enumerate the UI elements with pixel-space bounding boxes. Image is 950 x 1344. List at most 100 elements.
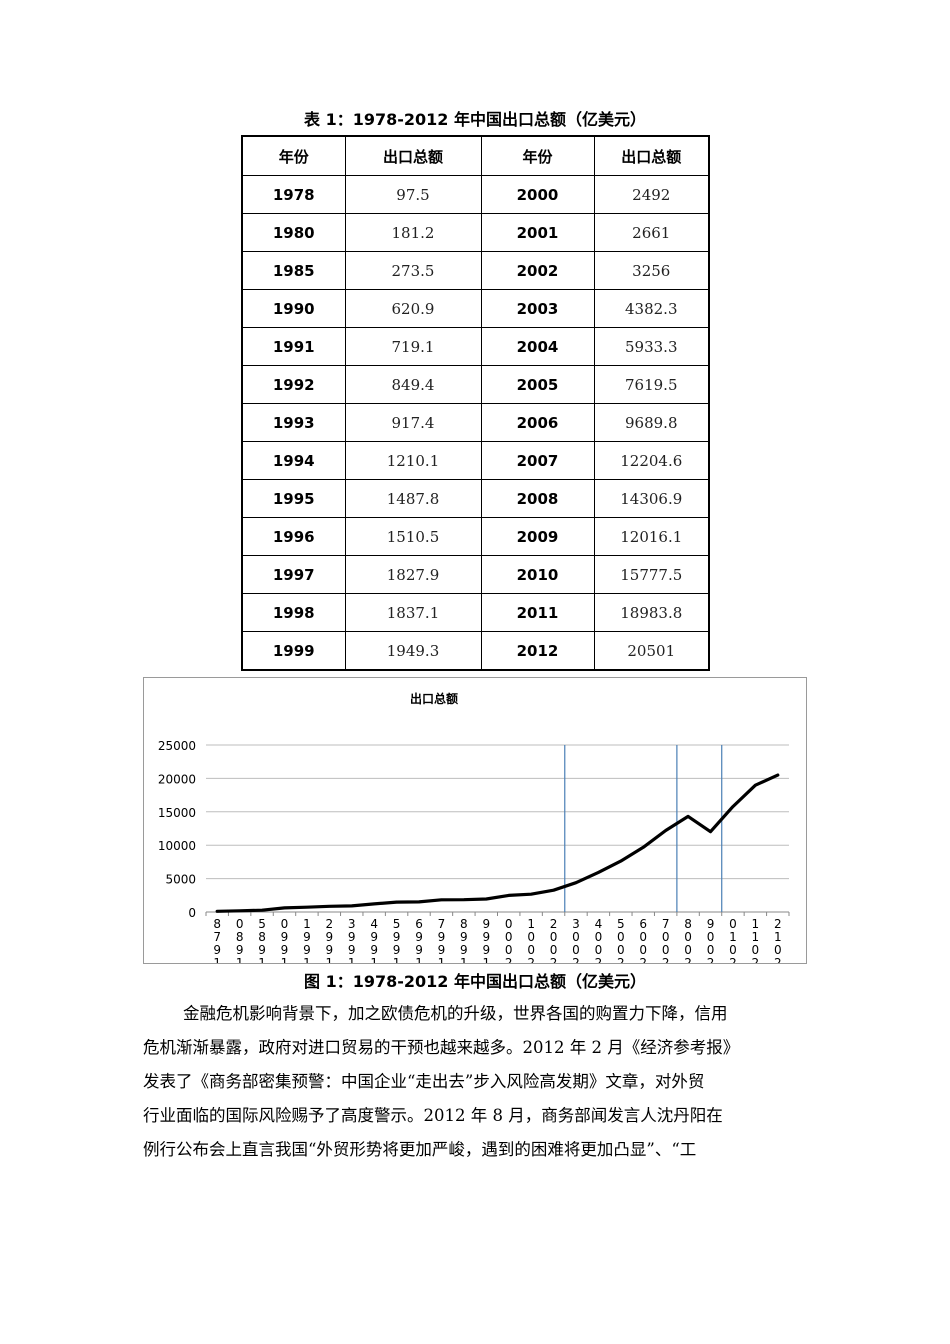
export-value-cell: 1827.9	[344, 555, 482, 594]
export-value-cell: 18983.8	[593, 593, 710, 632]
table-row: 1998 1837.1 2011 18983.8	[241, 593, 710, 632]
y-tick-label: 0	[188, 906, 196, 920]
export-value-cell: 1949.3	[344, 631, 482, 671]
paragraph-line: 例行公布会上直言我国“外贸形势将更加严峻，遇到的困难将更加凸显”、“工	[143, 1140, 697, 1159]
data-point	[552, 889, 555, 892]
export-value-cell: 1210.1	[344, 441, 482, 480]
year-cell: 1996	[241, 517, 346, 556]
table-row: 1997 1827.9 2010 15777.5	[241, 555, 710, 594]
chart-frame: 出口总额 0 5000 10000 15000 20000 25000 8 7 9 1 0 8 9 1 5 8 9…	[143, 677, 807, 964]
export-value-cell: 2492	[593, 175, 710, 214]
data-point	[754, 783, 757, 787]
year-cell: 2001	[480, 213, 595, 252]
table-row: 1980 181.2 2001 2661	[241, 213, 710, 252]
export-value-cell: 5933.3	[593, 327, 710, 366]
year-cell: 1992	[241, 365, 346, 404]
year-cell: 1995	[241, 479, 346, 518]
y-tick-label: 20000	[158, 772, 196, 786]
year-cell: 2008	[480, 479, 595, 518]
data-point	[395, 900, 398, 904]
table-row: 1995 1487.8 2008 14306.9	[241, 479, 710, 518]
data-point	[238, 909, 241, 912]
year-cell: 1985	[241, 251, 346, 290]
export-value-cell: 181.2	[344, 213, 482, 252]
year-cell: 1978	[241, 175, 346, 214]
year-cell: 2005	[480, 365, 595, 404]
table-row: 1996 1510.5 2009 12016.1	[241, 517, 710, 556]
header-export-1: 出口总额	[344, 135, 482, 176]
data-point	[664, 829, 667, 832]
export-value-cell: 2661	[593, 213, 710, 252]
year-cell: 1993	[241, 403, 346, 442]
export-value-cell: 97.5	[344, 175, 482, 214]
figure-caption: 图 1：1978-2012 年中国出口总额（亿美元）	[304, 972, 646, 991]
data-point	[372, 902, 376, 906]
export-value-cell: 12016.1	[593, 517, 710, 556]
year-cell: 2012	[480, 631, 595, 671]
export-value-cell: 3256	[593, 251, 710, 290]
year-cell: 2007	[480, 441, 595, 480]
table-row: 1990 620.9 2003 4382.3	[241, 289, 710, 328]
paragraph-line: 金融危机影响背景下，加之欧债危机的升级，世界各国的购置力下降，信用	[183, 1004, 728, 1023]
export-value-cell: 849.4	[344, 365, 482, 404]
header-export-2: 出口总额	[593, 135, 710, 176]
data-point	[597, 871, 600, 874]
export-value-cell: 273.5	[344, 251, 482, 290]
export-value-cell: 14306.9	[593, 479, 710, 518]
export-line-chart: 出口总额 0 5000 10000 15000 20000 25000 8 7 9 1 0 8 9 1 5 8 9…	[158, 691, 790, 963]
y-tick-label: 5000	[165, 873, 196, 887]
header-year-1: 年份	[241, 135, 346, 176]
data-point	[440, 898, 443, 901]
export-value-cell: 7619.5	[593, 365, 710, 404]
year-cell: 2009	[480, 517, 595, 556]
data-point	[686, 815, 690, 818]
data-point	[776, 773, 779, 777]
chart-title: 出口总额	[410, 691, 458, 706]
year-cell: 2003	[480, 289, 595, 328]
data-point	[328, 905, 331, 908]
export-value-cell: 1837.1	[344, 593, 482, 632]
data-point	[619, 859, 623, 863]
export-table: 年份 出口总额 年份 出口总额 1978 97.5 2000 2492 1980 181.…	[241, 135, 710, 671]
data-point	[731, 805, 735, 808]
table-caption: 表 1：1978-2012 年中国出口总额（亿美元）	[304, 110, 646, 129]
data-point	[507, 894, 510, 897]
year-cell: 2010	[480, 555, 595, 594]
header-year-2: 年份	[480, 135, 595, 176]
table-row: 1978 97.5 2000 2492	[241, 175, 710, 214]
paragraph-line: 危机渐渐暴露，政府对进口贸易的干预也越来越多。2012 年 2 月《经济参考报》	[143, 1038, 740, 1057]
data-point	[709, 830, 712, 833]
export-value-cell: 9689.8	[593, 403, 710, 442]
year-cell: 2000	[480, 175, 595, 214]
y-tick-label: 15000	[158, 806, 196, 820]
paragraph-line: 行业面临的国际风险赐予了高度警示。2012 年 8 月，商务部闻发言人沈丹阳在	[143, 1106, 723, 1125]
export-value-cell: 20501	[593, 631, 710, 671]
year-cell: 1994	[241, 441, 346, 480]
year-cell: 1980	[241, 213, 346, 252]
paragraph-line: 发表了《商务部密集预警：中国企业“走出去”步入风险高发期》文章，对外贸	[143, 1072, 705, 1091]
body-paragraph: 金融危机影响背景下，加之欧债危机的升级，世界各国的购置力下降，信用 危机渐渐暴露…	[143, 997, 811, 1167]
export-series-line	[215, 773, 780, 913]
data-point	[305, 905, 309, 909]
export-value-cell: 15777.5	[593, 555, 710, 594]
